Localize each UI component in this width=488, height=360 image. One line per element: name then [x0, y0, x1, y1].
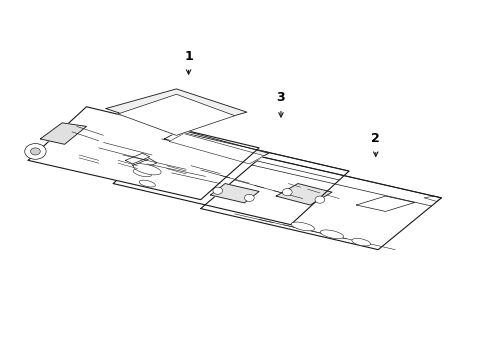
Polygon shape — [118, 94, 234, 135]
Polygon shape — [201, 157, 441, 249]
Ellipse shape — [290, 222, 314, 231]
Polygon shape — [106, 89, 246, 132]
Polygon shape — [28, 107, 259, 200]
Circle shape — [212, 187, 222, 194]
Ellipse shape — [133, 169, 151, 177]
Ellipse shape — [139, 180, 155, 187]
Circle shape — [30, 148, 40, 155]
Polygon shape — [132, 158, 157, 170]
Text: 1: 1 — [184, 50, 193, 63]
Text: 3: 3 — [276, 91, 285, 104]
Polygon shape — [356, 196, 414, 211]
Ellipse shape — [320, 230, 343, 239]
Circle shape — [314, 196, 324, 203]
Polygon shape — [169, 134, 264, 164]
Ellipse shape — [133, 164, 161, 175]
Circle shape — [25, 144, 46, 159]
Text: 2: 2 — [371, 132, 379, 145]
Polygon shape — [164, 130, 268, 162]
Polygon shape — [113, 130, 348, 225]
Polygon shape — [210, 184, 259, 203]
Polygon shape — [276, 184, 331, 205]
Circle shape — [282, 189, 291, 196]
Polygon shape — [40, 123, 86, 144]
Polygon shape — [125, 153, 149, 164]
Circle shape — [244, 194, 254, 202]
Ellipse shape — [351, 238, 370, 246]
